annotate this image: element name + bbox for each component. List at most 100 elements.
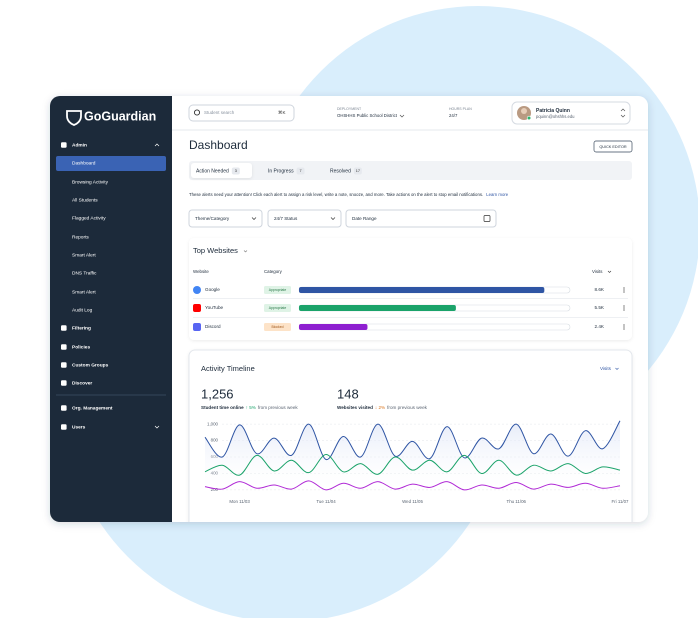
nav-item[interactable]: Dashboard xyxy=(72,160,96,166)
nav-icon xyxy=(61,142,67,148)
menu-dot xyxy=(623,289,625,291)
filter-label: 24/7 Status xyxy=(274,216,298,221)
nav-item[interactable]: Users xyxy=(72,424,86,430)
menu-dot xyxy=(623,291,625,293)
chevron xyxy=(330,217,336,220)
button-label: QUICK EDITOR xyxy=(599,145,627,149)
search-icon xyxy=(193,109,201,116)
filter-label: Theme/Category xyxy=(195,216,230,221)
category-badge xyxy=(264,304,291,312)
nav-item[interactable]: Reports xyxy=(72,234,89,240)
nav-icon xyxy=(61,405,67,411)
tab-label[interactable]: Resolved xyxy=(330,168,351,174)
notice-text: These alerts need your attention! Click … xyxy=(189,192,483,197)
filter-select[interactable] xyxy=(345,209,497,228)
nav-item[interactable]: Discover xyxy=(72,380,92,386)
stat-label: Student time online xyxy=(201,405,244,410)
stat-value: 1,256 xyxy=(201,386,234,401)
deployment[interactable]: OHSHHS Public School District xyxy=(337,113,398,118)
filters: Theme/Category 24/7 Status Date Range xyxy=(188,209,497,228)
menu-dot xyxy=(623,305,625,307)
nav-item[interactable]: Policies xyxy=(72,344,90,350)
tab-count: 7 xyxy=(300,169,302,173)
tab-bar xyxy=(189,161,632,180)
card-title: Activity Timeline xyxy=(201,364,255,373)
learn-more[interactable]: Learn more xyxy=(486,192,509,197)
area-shade xyxy=(205,420,620,494)
line-series xyxy=(204,420,621,460)
nav-item[interactable]: Org. Management xyxy=(72,405,113,411)
category-label: Blocked xyxy=(271,325,283,329)
bar xyxy=(299,287,545,293)
nav-item[interactable]: Flagged Activity xyxy=(72,215,106,221)
menu-dot xyxy=(623,328,625,330)
tab-label[interactable]: In Progress xyxy=(268,168,294,174)
tab-count: 17 xyxy=(356,169,360,173)
stat-caption: Websites visited ↓ 2% from previous week xyxy=(337,405,428,410)
nav-active xyxy=(56,156,166,171)
y-tick-label: 800 xyxy=(211,438,219,443)
tab-count-bg xyxy=(353,167,362,175)
bar xyxy=(299,324,368,330)
user-box[interactable] xyxy=(511,101,631,125)
menu-dot xyxy=(623,309,625,311)
search-box[interactable] xyxy=(188,104,295,122)
x-tick-label: Tue 11/04 xyxy=(316,499,336,504)
stat-value: 148 xyxy=(337,386,359,401)
filter-select[interactable] xyxy=(188,209,263,228)
quick-editor-button[interactable] xyxy=(593,140,633,153)
activity-timeline: Activity Timeline Visits 1,256 Student time… xyxy=(201,364,629,504)
sort-icon xyxy=(607,270,612,273)
site-icon xyxy=(193,323,201,331)
search-placeholder: Student search xyxy=(204,110,235,115)
stat-caption: Student time online ↑ 5% from previous wee… xyxy=(201,405,298,410)
page-title: Dashboard xyxy=(189,138,248,152)
nav-item[interactable]: Smart Alert xyxy=(72,252,96,258)
nav-item[interactable]: DNS Traffic xyxy=(72,270,97,276)
filter-label: Date Range xyxy=(352,216,377,221)
tabs: Action Needed 3 In Progress 7 Resolved 17 xyxy=(196,167,362,175)
shortcut: ⌘K xyxy=(278,110,286,115)
value-label: 8.6K xyxy=(595,287,605,292)
column-header: Website xyxy=(193,269,209,274)
line-series xyxy=(204,480,621,491)
chevron xyxy=(243,250,248,253)
site-icon xyxy=(193,286,201,294)
category-label: Appropriate xyxy=(269,288,287,292)
nav-icon xyxy=(61,424,67,430)
column-header: Visits xyxy=(592,269,603,274)
nav-icon xyxy=(61,325,67,331)
line-series xyxy=(204,454,621,476)
nav-item[interactable]: Admin xyxy=(72,142,87,148)
plan: 24/7 xyxy=(449,113,458,118)
tab-count: 3 xyxy=(235,169,237,173)
nav-item[interactable]: Custom Groups xyxy=(72,362,109,368)
plan-label: HOURS PLAN xyxy=(449,107,472,111)
site-name: Google xyxy=(205,287,220,292)
nav-item[interactable]: Filtering xyxy=(72,325,91,331)
tab-label[interactable]: Action Needed xyxy=(196,168,229,174)
nav-item[interactable]: All Students xyxy=(72,197,98,203)
status-dot xyxy=(526,115,532,121)
user-email: pquinn@ohshhs.edu xyxy=(536,114,575,119)
filter-select[interactable] xyxy=(267,209,342,228)
value-label: 2.4K xyxy=(595,324,605,329)
notice: These alerts need your attention! Click … xyxy=(189,192,509,197)
nav-item[interactable]: Smart Alert xyxy=(72,289,96,295)
site-icon xyxy=(193,304,201,312)
nav-item[interactable]: Browsing Activity xyxy=(72,179,109,185)
nav-item[interactable]: Audit Log xyxy=(72,307,93,313)
avatar-face xyxy=(521,108,527,114)
metric-menu[interactable]: Visits xyxy=(600,366,612,371)
stat-suffix: from previous week xyxy=(387,405,428,410)
chevron xyxy=(615,367,619,370)
value-label: 5.5K xyxy=(595,305,605,310)
category-badge xyxy=(264,323,291,331)
x-tick-label: Thu 11/06 xyxy=(507,499,527,504)
bar xyxy=(299,305,456,311)
calendar-icon xyxy=(483,215,491,222)
card-title: Top Websites xyxy=(193,246,238,255)
tab-count-bg xyxy=(231,167,240,175)
stat-change: ↓ 2% xyxy=(375,405,385,410)
